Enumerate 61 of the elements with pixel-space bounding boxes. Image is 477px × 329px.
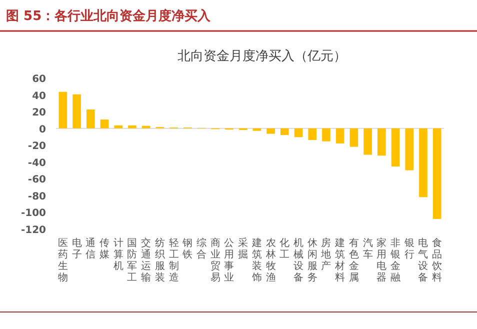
bar: [86, 109, 95, 128]
bar: [252, 128, 262, 131]
bar: [266, 128, 275, 134]
x-tick-label: 非银金融: [390, 237, 400, 284]
x-tick-label: 农林牧渔: [264, 238, 276, 284]
bar: [336, 128, 344, 144]
bar: [432, 128, 442, 219]
x-tick-label: 公用事业: [224, 237, 234, 284]
x-tick-label: 化工: [280, 237, 290, 260]
y-tick-label: -120: [20, 225, 46, 236]
x-tick-label: 钢铁: [182, 238, 193, 260]
y-tick-label: -100: [20, 208, 46, 220]
x-tick-label: 机械设备: [294, 237, 304, 284]
bar: [294, 128, 303, 138]
bar: [405, 128, 414, 170]
x-tick-label: 房地产: [320, 237, 332, 272]
x-tick-label: 综合: [196, 237, 206, 260]
x-tick-label: 通信: [86, 237, 96, 260]
x-tick-label: 国防军工: [127, 238, 138, 284]
x-tick-label: 交通运输: [141, 237, 152, 284]
x-tick-label: 汽车: [362, 237, 373, 260]
bar: [322, 128, 330, 142]
y-tick-label: 0: [39, 124, 46, 136]
bar: [350, 128, 358, 147]
x-tick-label: 医药生物: [58, 238, 68, 284]
x-tick-label: 银行: [403, 238, 414, 260]
bar: [72, 94, 81, 128]
bar: [377, 128, 386, 156]
x-tick-label: 传媒: [100, 238, 110, 260]
bar: [419, 128, 428, 198]
y-tick-label: 20: [32, 108, 46, 119]
bar: [308, 128, 317, 140]
bar: [58, 92, 68, 128]
x-tick-label: 采掘: [238, 237, 248, 260]
bar: [364, 128, 372, 155]
x-tick-label: 轻工制造: [168, 237, 179, 284]
bar: [100, 120, 109, 128]
y-tick-label: -20: [28, 141, 46, 152]
chart-subtitle: 北向资金月度净买入（亿元）: [178, 48, 346, 64]
y-tick-label: -80: [28, 191, 46, 202]
y-tick-label: -60: [28, 174, 46, 186]
chart-title: 图 55：各行业北向资金月度净买入: [6, 8, 212, 24]
bar: [128, 125, 136, 128]
bar: [391, 128, 400, 166]
bar: [142, 126, 150, 128]
x-tick-label: 建筑装饰: [250, 237, 262, 284]
y-tick-label: -40: [28, 158, 46, 169]
x-tick-label: 电子: [72, 237, 82, 260]
x-tick-label: 休闲服务: [307, 238, 318, 284]
x-tick-label: 家用电器: [376, 237, 387, 284]
bar: [280, 128, 289, 136]
x-tick-label: 有色金属: [348, 237, 359, 284]
y-tick-label: 60: [32, 74, 46, 85]
y-tick-label: 40: [32, 90, 46, 102]
bar: [114, 125, 123, 128]
x-tick-label: 商业贸易: [210, 237, 220, 284]
x-tick-label: 纺织服装: [154, 237, 165, 284]
x-tick-label: 建筑材料: [334, 237, 346, 284]
x-tick-label: 计算机: [113, 237, 124, 272]
x-tick-label: 食品饮料: [431, 237, 442, 284]
x-tick-label: 电气设备: [418, 237, 428, 284]
